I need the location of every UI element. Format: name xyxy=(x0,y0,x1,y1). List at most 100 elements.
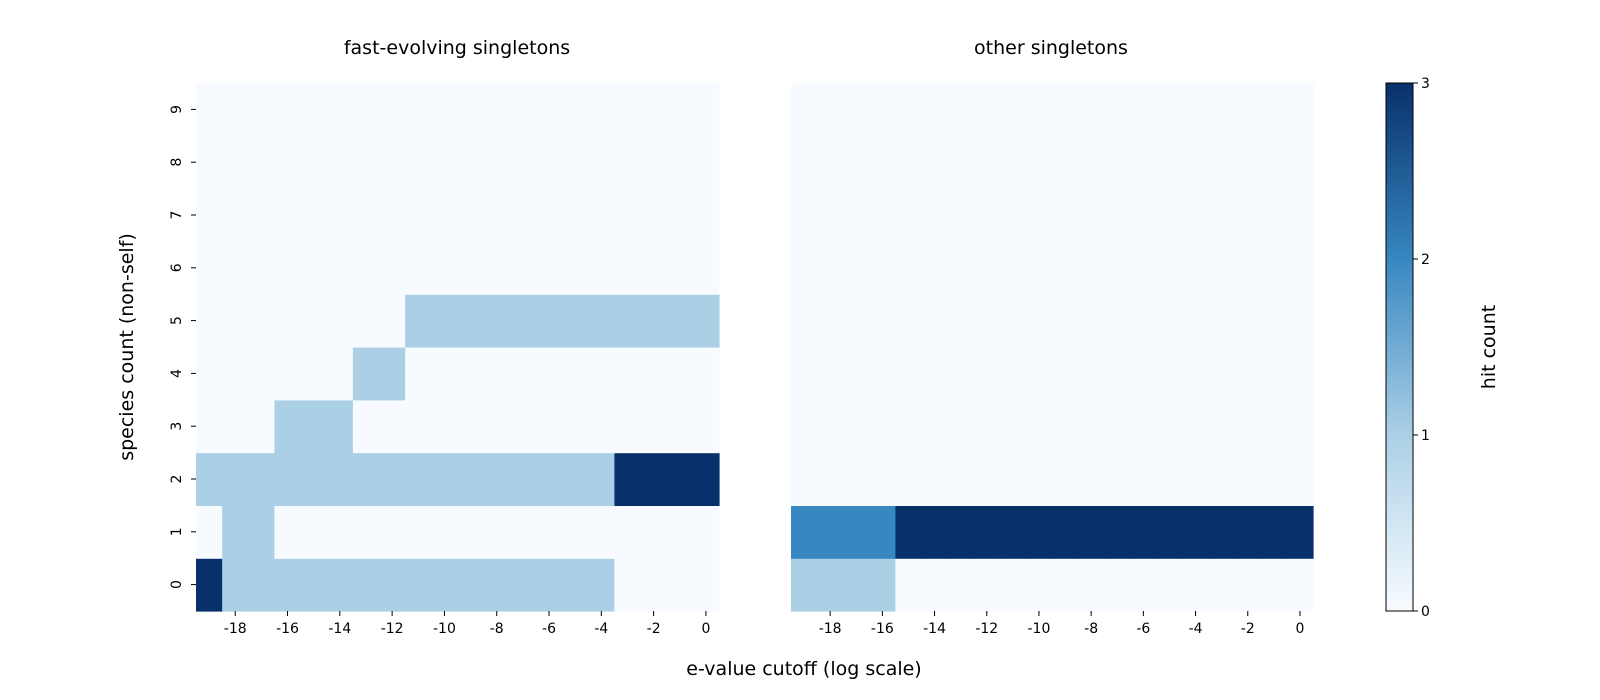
heatmap-cell xyxy=(431,294,459,348)
heatmap-cell xyxy=(1104,241,1131,295)
heatmap-cell xyxy=(431,347,459,401)
x-tick-label: -6 xyxy=(1136,621,1150,637)
heatmap-cell xyxy=(817,347,844,401)
heatmap-cell xyxy=(791,399,818,454)
heatmap-cell xyxy=(509,558,537,612)
heatmap-cell xyxy=(614,294,642,348)
heatmap-cell xyxy=(895,452,923,506)
heatmap-cell xyxy=(1104,505,1131,559)
heatmap-cell xyxy=(999,188,1027,242)
heatmap-cell xyxy=(1182,294,1210,348)
y-tick-label: 4 xyxy=(169,369,185,378)
heatmap-cell xyxy=(1182,188,1210,242)
heatmap-cell xyxy=(1078,347,1105,401)
heatmap-cell xyxy=(1156,399,1184,454)
heatmap-cell xyxy=(352,294,380,348)
heatmap-cell xyxy=(1234,347,1262,401)
heatmap-cell xyxy=(1260,188,1288,242)
heatmap-cell xyxy=(405,558,432,612)
heatmap-cell xyxy=(1130,241,1157,295)
heatmap-cell xyxy=(352,135,380,190)
heatmap-cell xyxy=(457,188,485,242)
y-tick-label: 5 xyxy=(169,316,185,325)
heatmap-cell xyxy=(274,452,302,506)
heatmap-cells-other xyxy=(791,83,1314,612)
x-tick-label: -8 xyxy=(490,621,504,637)
heatmap-cell xyxy=(483,135,511,190)
heatmap-cell xyxy=(1104,83,1131,137)
y-tick-label: 1 xyxy=(169,527,185,536)
x-tick-label: -8 xyxy=(1084,621,1098,637)
panel-other-singletons: other singletons -18 -16 -14 -12 -10 -8 -6 -4 -2… xyxy=(791,37,1314,637)
heatmap-cell xyxy=(869,188,896,242)
heatmap-cell xyxy=(843,558,870,612)
heatmap-cell xyxy=(509,83,537,137)
x-tick-label: -18 xyxy=(224,621,247,637)
colorbar-tick-label: 1 xyxy=(1421,428,1430,444)
heatmap-cell xyxy=(1208,135,1236,190)
heatmap-cell xyxy=(921,505,949,559)
heatmap-cell xyxy=(1156,188,1184,242)
heatmap-cell xyxy=(196,294,223,348)
y-tick-label: 7 xyxy=(169,211,185,220)
heatmap-cell xyxy=(1182,399,1210,454)
heatmap-cell xyxy=(1286,135,1314,190)
y-axis-label: species count (non-self) xyxy=(116,233,138,461)
heatmap-cell xyxy=(509,188,537,242)
heatmap-cell xyxy=(457,347,485,401)
heatmap-cell xyxy=(274,505,302,559)
heatmap-cell xyxy=(1208,505,1236,559)
heatmap-cell xyxy=(274,83,302,137)
heatmap-cell xyxy=(483,347,511,401)
heatmap-cell xyxy=(300,135,328,190)
heatmap-cell xyxy=(379,241,406,295)
y-tick-label: 2 xyxy=(169,475,185,484)
heatmap-cell xyxy=(457,83,485,137)
heatmap-cell xyxy=(352,241,380,295)
heatmap-cell xyxy=(999,558,1027,612)
heatmap-cell xyxy=(405,399,432,454)
x-tick-label: -16 xyxy=(276,621,299,637)
heatmap-cell xyxy=(692,399,720,454)
heatmap-cell xyxy=(895,505,923,559)
heatmap-cell xyxy=(895,83,923,137)
heatmap-cell xyxy=(921,241,949,295)
heatmap-cell xyxy=(843,294,870,348)
panel-title-other: other singletons xyxy=(974,37,1128,59)
heatmap-cell xyxy=(1234,452,1262,506)
heatmap-cell xyxy=(921,558,949,612)
heatmap-cell xyxy=(666,294,694,348)
heatmap-cell xyxy=(817,558,844,612)
heatmap-cell xyxy=(1052,452,1079,506)
heatmap-cell xyxy=(352,558,380,612)
x-ticks-other: -18 -16 -14 -12 -10 -8 -6 -4 -2 0 xyxy=(819,611,1304,637)
heatmap-cell xyxy=(562,505,589,559)
heatmap-cell xyxy=(588,505,615,559)
heatmap-cell xyxy=(405,505,432,559)
x-tick-label: -6 xyxy=(542,621,556,637)
heatmap-cell xyxy=(535,135,563,190)
heatmap-cell xyxy=(562,347,589,401)
heatmap-cell xyxy=(1182,558,1210,612)
heatmap-cell xyxy=(1078,452,1105,506)
heatmap-cell xyxy=(562,135,589,190)
x-tick-label: -12 xyxy=(975,621,998,637)
x-tick-label: 0 xyxy=(1295,621,1304,637)
heatmap-cell xyxy=(1130,399,1157,454)
heatmap-cell xyxy=(222,558,249,612)
heatmap-cell xyxy=(1234,294,1262,348)
heatmap-cell xyxy=(431,399,459,454)
heatmap-cell xyxy=(791,558,818,612)
heatmap-cell xyxy=(379,135,406,190)
heatmap-cell xyxy=(509,347,537,401)
heatmap-cell xyxy=(405,83,432,137)
heatmap-cell xyxy=(1052,188,1079,242)
heatmap-cell xyxy=(999,347,1027,401)
heatmap-cell xyxy=(588,452,615,506)
heatmap-cell xyxy=(196,241,223,295)
heatmap-cell xyxy=(1156,83,1184,137)
heatmap-cell xyxy=(379,294,406,348)
heatmap-cell xyxy=(1156,294,1184,348)
heatmap-cell xyxy=(895,188,923,242)
heatmap-cell xyxy=(222,83,249,137)
